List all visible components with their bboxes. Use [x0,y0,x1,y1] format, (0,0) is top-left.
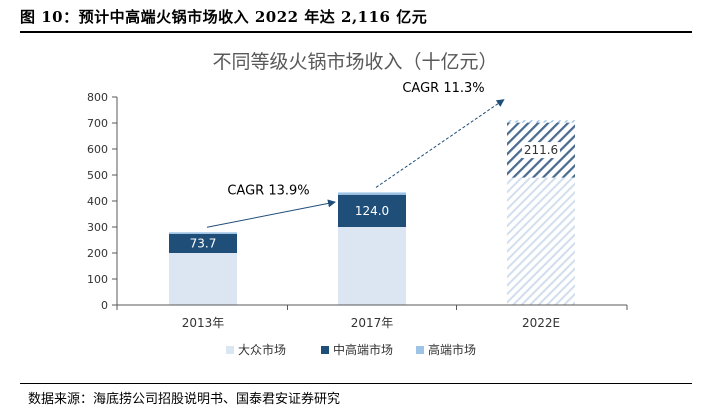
legend: 大众市场 中高端市场 高端市场 [226,342,476,357]
x-tick-label: 2013年 [182,316,225,330]
figure-title: 图 10：预计中高端火锅市场收入 2022 年达 2,116 亿元 [20,8,428,26]
legend-swatch [321,346,329,354]
y-tick-label: 500 [87,169,108,182]
mid-high-market-bar [169,233,237,253]
y-tick-label: 600 [87,143,108,156]
y-tick-label: 200 [87,247,108,260]
bars: 73.7 124.0 211.6 [169,120,575,305]
high-end-market-bar [169,232,237,234]
legend-swatch [226,346,234,354]
cagr-annotations: CAGR 13.9% CAGR 11.3% [206,81,505,228]
bottom-rule [20,383,692,384]
legend-label: 大众市场 [238,342,286,357]
y-tick-label: 400 [87,195,108,208]
data-label: 211.6 [524,143,558,157]
x-tick-label: 2022E [522,316,560,330]
high-end-market-bar [338,192,406,195]
y-tick-label: 100 [87,273,108,286]
legend-label: 高端市场 [428,342,476,357]
x-tick-label: 2017年 [351,316,394,330]
source-note: 数据来源：海底捞公司招股说明书、国泰君安证券研究 [28,392,341,407]
x-axis: 2013年 2017年 2022E [116,304,628,330]
top-rule [20,31,692,33]
high-end-market-bar [507,120,575,123]
chart-title: 不同等级火锅市场收入（十亿元） [212,51,497,73]
cagr-label: CAGR 11.3% [402,81,484,96]
cagr-label: CAGR 13.9% [227,183,309,198]
mid-high-market-bar [338,194,406,227]
legend-label: 中高端市场 [333,342,393,357]
cagr-arrow [375,99,505,188]
cagr-arrow [206,199,336,228]
data-label: 73.7 [190,236,217,250]
mass-market-bar [338,227,406,305]
mass-market-bar [507,177,575,305]
data-label: 124.0 [355,204,389,218]
data-label-background [522,142,560,159]
stacked-bar-chart: 不同等级火锅市场收入（十亿元） 0 100 200 300 400 500 600 700 80… [87,51,628,357]
mass-market-bar [169,253,237,305]
y-tick-label: 300 [87,221,108,234]
legend-swatch [416,346,424,354]
y-tick-label: 0 [101,299,108,312]
y-axis: 0 100 200 300 400 500 600 700 800 [87,91,118,312]
y-tick-label: 800 [87,91,108,104]
y-tick-label: 700 [87,117,108,130]
